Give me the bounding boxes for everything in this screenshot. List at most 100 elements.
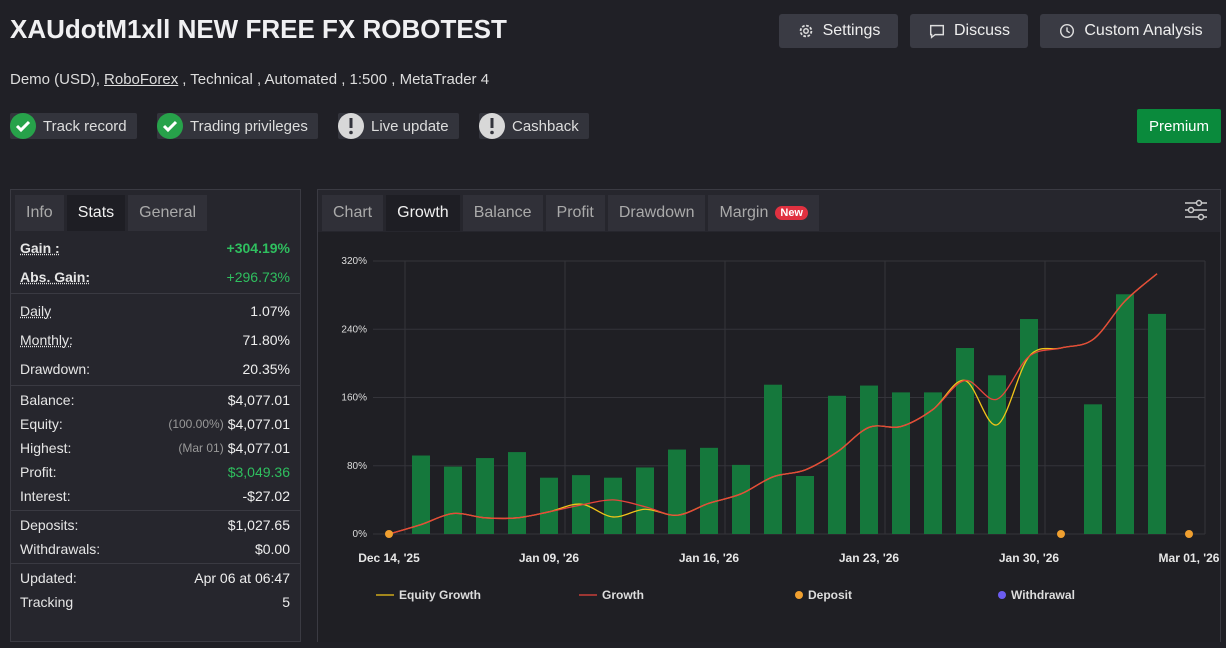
stat-value: 1.07%	[250, 302, 290, 319]
bang	[490, 118, 494, 128]
tab[interactable]: Margin New	[708, 195, 819, 231]
stats-list: Gain : +304.19% Abs. Gain: +296.73% Daily 1.0…	[11, 231, 300, 616]
bar	[988, 375, 1006, 534]
bar	[732, 464, 750, 534]
tab[interactable]: Info	[15, 195, 64, 231]
stat-label: Monthly:	[20, 331, 73, 348]
bang-dot	[490, 130, 494, 135]
stat-row: Deposits: $1,027.65	[11, 513, 300, 537]
legend-label: Deposit	[808, 588, 852, 602]
series-line	[388, 273, 1158, 535]
badge-label: Live update	[371, 117, 449, 135]
tab-label: Chart	[333, 204, 373, 221]
tab-label: General	[139, 204, 197, 221]
stat-label: Equity:	[20, 416, 63, 432]
stat-label: Balance:	[20, 392, 75, 408]
broker-link[interactable]: RoboForex	[104, 71, 179, 88]
tab[interactable]: Chart	[322, 195, 384, 231]
bar	[860, 385, 878, 534]
details: , Technical , Automated , 1:500 , MetaTr…	[182, 71, 490, 88]
chat-icon	[929, 24, 945, 39]
bar	[924, 392, 942, 534]
x-tick-label: Jan 23, '26	[839, 551, 900, 565]
stat-value: $0.00	[254, 541, 290, 557]
stat-note: (Mar 01)	[178, 441, 224, 455]
stat-label: Daily	[20, 302, 52, 319]
bar	[476, 458, 494, 534]
tabs: Info Stats General	[15, 195, 300, 231]
tab[interactable]: General	[128, 195, 208, 231]
tab[interactable]: Stats	[66, 195, 126, 231]
new-badge: New	[775, 206, 808, 220]
stat-label: Tracking	[20, 594, 74, 610]
stat-value: $4,077.01	[227, 416, 290, 432]
check	[15, 120, 31, 133]
legend-label: Growth	[602, 588, 644, 602]
stat-group: Deposits: $1,027.65 Withdrawals: $0.00	[11, 511, 300, 564]
bar	[604, 477, 622, 534]
tab[interactable]: Drawdown	[607, 195, 706, 231]
x-tick-label: Mar 01, '26	[1159, 551, 1220, 565]
stat-label: Profit:	[20, 464, 57, 480]
bar	[796, 475, 814, 534]
chart-options-icon[interactable]	[1184, 199, 1208, 221]
stat-label: Abs. Gain:	[20, 268, 91, 285]
bang-dot	[349, 130, 353, 135]
stat-row: Profit: $3,049.36	[11, 460, 300, 484]
stat-value: +296.73%	[226, 268, 290, 285]
badge-label: Trading privileges	[190, 117, 308, 135]
y-tick-label: 0%	[353, 529, 368, 540]
gear-icon	[799, 24, 812, 38]
stats-panel: Info Stats General Gain : +304.19% Abs. Gain…	[10, 189, 301, 642]
stat-row: Withdrawals: $0.00	[11, 537, 300, 561]
custom-analysis-button[interactable]: Custom Analysis	[1040, 14, 1221, 48]
tab-label: Stats	[77, 204, 115, 221]
bar	[540, 477, 558, 534]
bang	[349, 118, 353, 128]
discuss-button[interactable]: Discuss	[910, 14, 1028, 48]
stat-label: Deposits:	[20, 517, 79, 533]
stat-row: Abs. Gain: +296.73%	[11, 262, 300, 291]
status-icon	[479, 113, 505, 139]
stat-value: $4,077.01	[227, 392, 290, 408]
stat-row: Interest: -$27.02	[11, 484, 300, 508]
bar	[412, 455, 430, 534]
stat-value: $3,049.36	[227, 464, 290, 480]
clock-icon	[1060, 23, 1075, 39]
stat-label: Highest:	[20, 440, 72, 456]
check	[162, 120, 178, 133]
tab-label: Drawdown	[618, 204, 695, 221]
stat-group: Gain : +304.19% Abs. Gain: +296.73%	[11, 231, 300, 294]
button-label: Settings	[822, 22, 881, 39]
y-tick-label: 160%	[341, 393, 367, 404]
stat-row: Daily 1.07%	[11, 296, 300, 325]
stat-row: Monthly: 71.80%	[11, 325, 300, 354]
badge: Track record	[10, 113, 137, 139]
tab[interactable]: Profit	[545, 195, 605, 231]
x-tick-label: Jan 16, '26	[679, 551, 740, 565]
stat-label: Withdrawals:	[20, 541, 101, 557]
tab[interactable]: Growth	[386, 195, 460, 231]
series-point	[1185, 530, 1193, 538]
badge: Trading privileges	[157, 113, 318, 139]
x-tick-label: Dec 14, '25	[358, 551, 420, 565]
stat-group: Updated: Apr 06 at 06:47 Tracking 5	[11, 564, 300, 616]
y-tick-label: 320%	[341, 256, 367, 267]
series-point	[385, 530, 393, 538]
tab[interactable]: Balance	[462, 195, 543, 231]
stat-label: Drawdown:	[20, 360, 91, 377]
stat-value: -$27.02	[242, 488, 290, 504]
bar	[1020, 319, 1038, 534]
stat-group: Balance: $4,077.01 Equity: (100.00%) $4,077.…	[11, 386, 300, 511]
subtitle: Demo (USD), RoboForex , Technical , Auto…	[10, 71, 489, 88]
stat-row: Equity: (100.00%) $4,077.01	[11, 412, 300, 436]
settings-button[interactable]: Settings	[779, 14, 898, 48]
premium-button[interactable]: Premium	[1137, 109, 1221, 143]
legend-swatch	[795, 591, 803, 599]
bar	[636, 467, 654, 534]
stat-value: 71.80%	[242, 331, 290, 348]
bar	[1116, 294, 1134, 534]
tab-label: Info	[26, 204, 53, 221]
status-icon	[338, 113, 364, 139]
